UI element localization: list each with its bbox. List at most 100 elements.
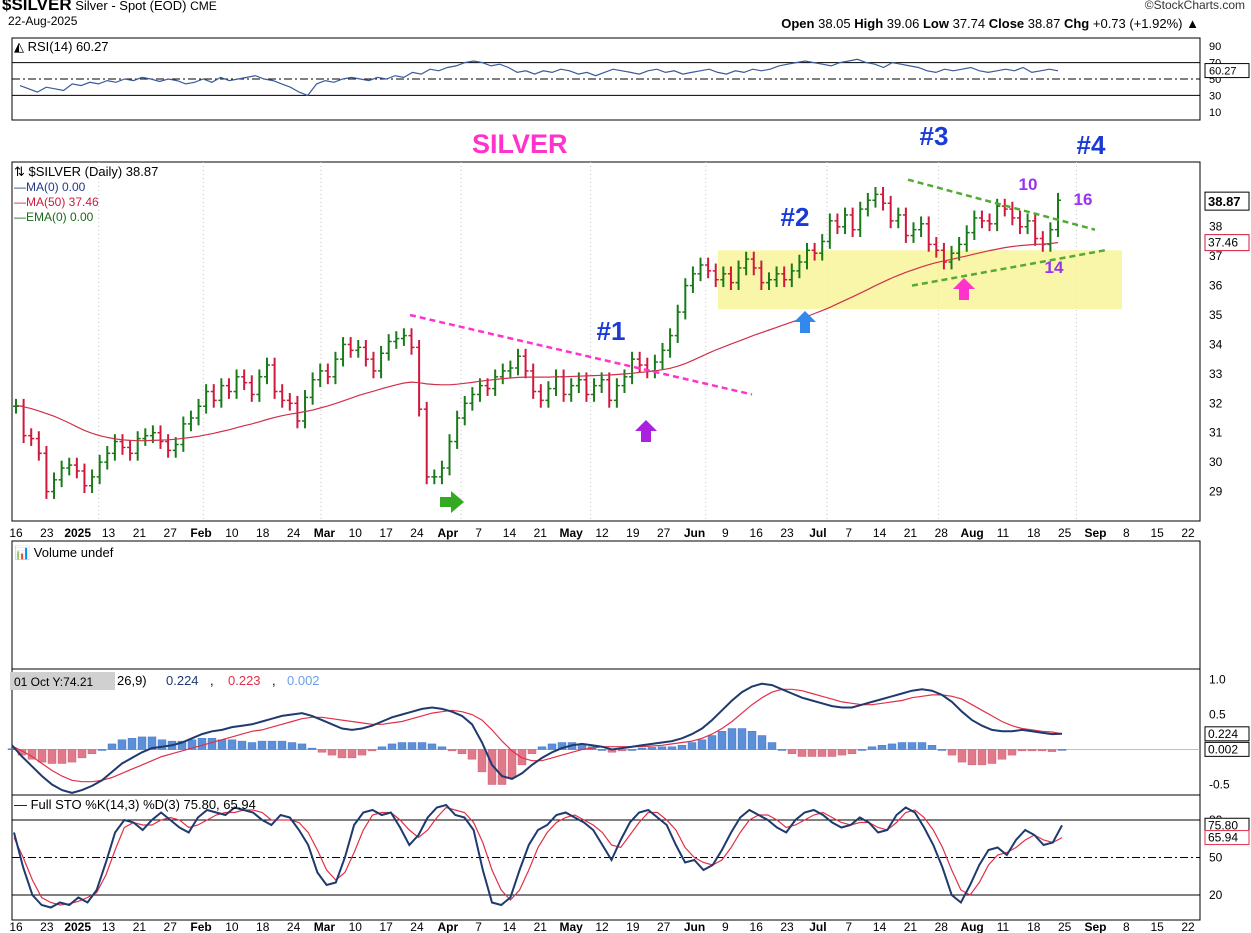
macd-hist-last-tag: 0.002 (1208, 742, 1238, 756)
x-axis-bottom-label-38: 22 (1181, 920, 1195, 933)
sto-tick-label-1: 50 (1209, 851, 1223, 865)
x-axis-bottom-label-14: Apr (437, 920, 458, 933)
x-axis-label-2: 2025 (64, 526, 91, 540)
macd-hist-bar-86 (867, 746, 877, 750)
x-axis-bottom-label-29: 21 (904, 920, 918, 933)
x-axis-label-3: 13 (102, 526, 116, 540)
macd-hist-bar-68 (687, 742, 697, 750)
close-label: Close (988, 16, 1025, 31)
macd-hist-bar-25 (257, 740, 267, 750)
macd-hist-bar-77 (777, 749, 787, 751)
sto-d-last-tag: 65.94 (1208, 831, 1238, 845)
x-axis-bottom-label-33: 18 (1027, 920, 1041, 933)
x-axis-label-28: 14 (873, 526, 887, 540)
macd-hist-bar-87 (877, 745, 887, 750)
macd-hist-bar-66 (667, 746, 677, 750)
macd-hist-bar-8 (87, 749, 97, 754)
x-axis-bottom-label-2: 2025 (64, 920, 91, 933)
macd-hist-bar-42 (427, 743, 437, 750)
sto-d-line (13, 806, 1063, 906)
annotation-count-14: 14 (1045, 258, 1064, 277)
macd-hist-bar-105 (1057, 749, 1067, 751)
macd-last-tag: 0.224 (1208, 727, 1238, 741)
macd-hist-bar-102 (1027, 749, 1037, 752)
macd-hist-bar-65 (657, 746, 667, 750)
x-axis-label-26: Jul (809, 526, 826, 540)
macd-hist-bar-103 (1037, 749, 1047, 752)
macd-line (11, 682, 1063, 794)
macd-hist-bar-34 (347, 749, 357, 759)
x-axis-label-17: 21 (534, 526, 548, 540)
x-axis-label-23: 9 (722, 526, 729, 540)
macd-hist-bar-5 (57, 749, 67, 764)
x-axis-bottom-label-6: Feb (190, 920, 211, 933)
open-label: Open (781, 16, 815, 31)
ma50-line (15, 242, 1059, 442)
macd-hist-bar-41 (417, 742, 427, 750)
macd-hist-bar-93 (937, 749, 947, 751)
x-axis-label-29: 21 (904, 526, 918, 540)
rsi-tick-label-0: 90 (1209, 41, 1221, 53)
x-axis-bottom-label-23: 9 (722, 920, 729, 933)
x-axis-label-12: 17 (379, 526, 393, 540)
price-tick-label-3: 35 (1209, 308, 1223, 322)
x-axis-bottom-label-35: Sep (1084, 920, 1106, 933)
macd-hist-bar-7 (77, 749, 87, 759)
x-axis-bottom-label-19: 12 (595, 920, 609, 933)
watermark: ©StockCharts.com (1144, 0, 1245, 12)
rsi-line (19, 58, 1059, 97)
macd-hist-bar-47 (477, 749, 487, 773)
rsi-tick-label-4: 10 (1209, 107, 1221, 119)
x-axis-label-6: Feb (190, 526, 211, 540)
x-axis-label-21: 27 (657, 526, 671, 540)
hover-tooltip: 01 Oct Y:74.21 (14, 675, 93, 689)
upper-green-trendline (907, 178, 1096, 231)
macd-hist-bar-31 (317, 749, 327, 753)
price-tick-label-8: 30 (1209, 455, 1223, 469)
x-axis-label-4: 21 (133, 526, 147, 540)
x-axis-label-7: 10 (225, 526, 239, 540)
x-axis-label-5: 27 (164, 526, 178, 540)
x-axis-bottom-label-11: 10 (349, 920, 363, 933)
x-axis-bottom-label-32: 11 (997, 920, 1010, 933)
x-axis-bottom-label-25: 23 (780, 920, 794, 933)
macd-hist-bar-18 (187, 739, 197, 750)
x-axis-bottom-label-15: 7 (475, 920, 482, 933)
x-axis-bottom-label-31: Aug (960, 920, 983, 933)
macd-legend-sep-1: , (210, 673, 214, 688)
close-value: 38.87 (1027, 16, 1061, 31)
x-axis-bottom-label-22: Jun (684, 920, 705, 933)
macd-hist-bar-35 (357, 749, 367, 756)
macd-hist-bar-54 (547, 743, 557, 750)
rsi-legend: ◭ RSI(14) 60.27 (14, 39, 109, 54)
ohlc-readout: Open 38.05 High 39.06 Low 37.74 Close 38… (781, 16, 1199, 31)
macd-hist-bar-96 (967, 749, 977, 766)
x-axis-label-24: 16 (750, 526, 764, 540)
sto-legend: — Full STO %K(14,3) %D(3) 75.80, 65.94 (14, 797, 256, 812)
x-axis-label-34: 25 (1058, 526, 1072, 540)
x-axis-bottom-label-12: 17 (379, 920, 393, 933)
x-axis-bottom-label-26: Jul (809, 920, 826, 933)
annotation-wave-3: #3 (920, 121, 949, 151)
sto-d-last-box (1204, 830, 1250, 846)
x-axis-bottom-label-3: 13 (102, 920, 116, 933)
macd-legend-params: 26,9) (117, 673, 147, 688)
x-axis-label-30: 28 (935, 526, 949, 540)
macd-hist-bar-13 (137, 736, 147, 750)
macd-legend-signal: 0.223 (228, 673, 261, 688)
x-axis-bottom-label-1: 23 (40, 920, 54, 933)
header-date: 22-Aug-2025 (8, 14, 78, 28)
exchange: CME (190, 0, 217, 13)
macd-hist-bar-69 (697, 739, 707, 750)
macd-hist-bar-101 (1017, 749, 1027, 752)
macd-hist-bar-72 (727, 728, 737, 750)
macd-legend-sep-2: , (272, 673, 276, 688)
macd-tick-label-2: -0.5 (1209, 778, 1230, 792)
chg-label: Chg (1063, 16, 1090, 31)
macd-hist-bar-11 (117, 739, 127, 750)
macd-hist-last-box (1204, 741, 1250, 757)
low-value: 37.74 (952, 16, 986, 31)
legend-ema0: —EMA(0) 0.00 (14, 210, 94, 224)
x-axis-label-16: 14 (503, 526, 517, 540)
x-axis-bottom-label-21: 27 (657, 920, 671, 933)
